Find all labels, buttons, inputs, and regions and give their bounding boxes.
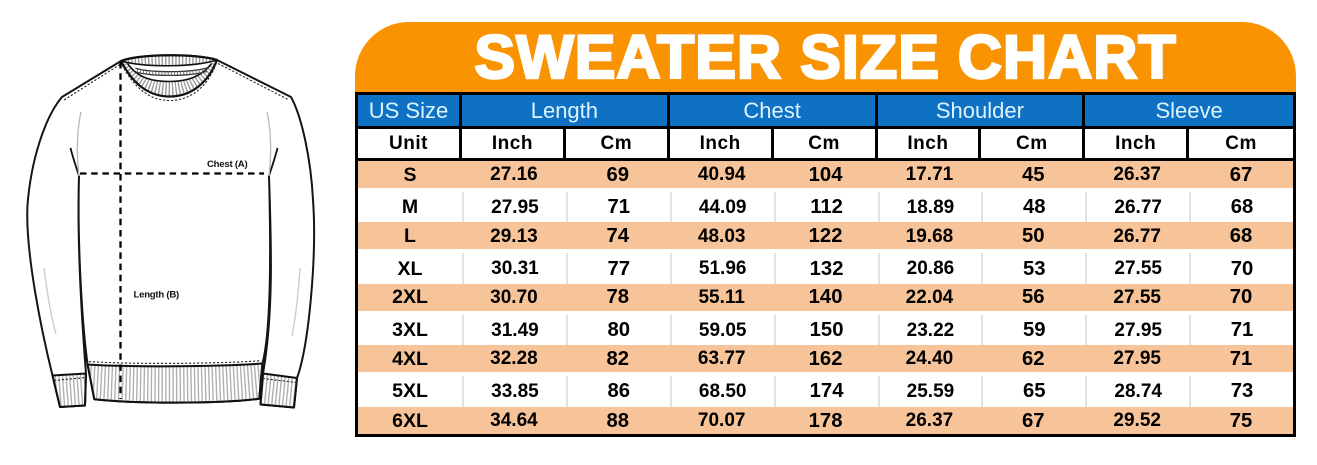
svg-text:Chest (A): Chest (A) — [207, 159, 247, 170]
svg-text:Length (B): Length (B) — [134, 290, 180, 301]
